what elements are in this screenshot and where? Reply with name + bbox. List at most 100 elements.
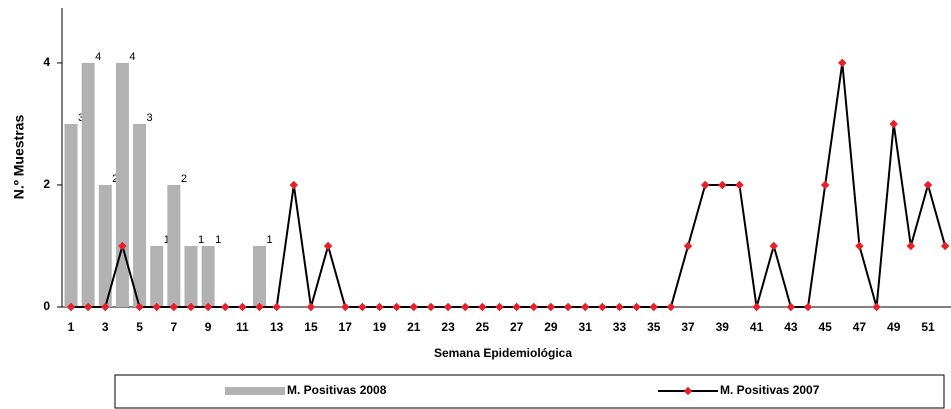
point	[940, 241, 950, 251]
point	[872, 302, 881, 312]
bar	[253, 245, 267, 307]
bar-value-label: 1	[198, 234, 204, 246]
x-tick-label: 43	[784, 320, 798, 334]
x-tick-label: 21	[407, 320, 421, 334]
bar-value-label: 3	[78, 112, 84, 124]
point	[443, 302, 453, 312]
x-tick-label: 27	[510, 320, 524, 334]
legend-label: M. Positivas 2008	[287, 383, 387, 397]
point	[135, 302, 144, 312]
bar-value-label: 4	[95, 51, 101, 63]
point	[118, 241, 127, 251]
point	[66, 302, 76, 312]
point	[786, 302, 796, 312]
x-tick-label: 15	[304, 320, 318, 334]
bar	[81, 62, 95, 307]
point	[632, 302, 641, 312]
bar-value-label: 4	[129, 51, 135, 63]
bar-value-label: 1	[267, 234, 273, 246]
point	[186, 302, 196, 312]
x-tick-label: 11	[236, 320, 249, 334]
point	[580, 302, 590, 312]
x-tick-label: 37	[681, 320, 695, 334]
x-tick-label: 41	[750, 320, 764, 334]
point	[306, 302, 316, 312]
point	[255, 302, 264, 312]
point	[101, 302, 110, 312]
point	[392, 302, 401, 312]
x-tick-label: 9	[205, 320, 212, 334]
x-tick-label: 47	[853, 320, 867, 334]
point	[923, 180, 933, 190]
point	[272, 302, 281, 312]
point	[323, 241, 333, 251]
point	[769, 241, 778, 251]
bar-value-label: 2	[181, 173, 187, 185]
point	[460, 302, 470, 312]
x-tick-label: 39	[716, 320, 730, 334]
point	[683, 241, 693, 251]
x-tick-label: 51	[921, 320, 935, 334]
bar-value-label: 2	[112, 173, 118, 185]
bar	[98, 184, 112, 307]
point	[478, 302, 487, 312]
point	[666, 302, 676, 312]
y-tick-label: 2	[43, 177, 50, 191]
point	[855, 241, 864, 251]
point	[889, 119, 898, 129]
point	[718, 180, 727, 190]
x-tick-label: 3	[102, 320, 109, 334]
bar	[115, 62, 129, 307]
bar	[64, 123, 78, 307]
point	[426, 302, 436, 312]
point	[649, 302, 659, 312]
bar	[184, 245, 198, 307]
bar	[133, 123, 147, 307]
point	[546, 302, 556, 312]
x-tick-label: 19	[373, 320, 387, 334]
point	[238, 302, 247, 312]
x-tick-label: 45	[818, 320, 832, 334]
point	[340, 302, 350, 312]
point	[803, 302, 813, 312]
x-tick-label: 5	[136, 320, 143, 334]
point	[152, 302, 161, 312]
point	[615, 302, 624, 312]
point	[169, 302, 179, 312]
y-tick-label: 0	[43, 299, 50, 313]
point	[512, 302, 521, 312]
legend-label: M. Positivas 2007	[720, 383, 820, 397]
bar-value-label: 1	[164, 234, 170, 246]
bar-value-label: 3	[147, 112, 153, 124]
point	[820, 180, 830, 190]
bar	[201, 245, 215, 307]
point	[598, 302, 607, 312]
point	[375, 302, 384, 312]
legend-swatch	[225, 387, 285, 395]
point	[289, 180, 299, 190]
x-tick-label: 23	[441, 320, 455, 334]
point	[735, 180, 744, 190]
x-tick-label: 29	[544, 320, 558, 334]
bar	[167, 184, 181, 307]
x-axis-label: Semana Epidemiológica	[434, 346, 572, 360]
y-tick-label: 4	[43, 55, 50, 69]
point	[906, 241, 916, 251]
bar	[150, 245, 164, 307]
x-tick-label: 7	[170, 320, 177, 334]
x-tick-label: 1	[68, 320, 75, 334]
point	[529, 302, 539, 312]
x-tick-label: 33	[613, 320, 627, 334]
point	[752, 302, 761, 312]
point	[838, 58, 847, 68]
x-tick-label: 35	[647, 320, 661, 334]
point	[495, 302, 504, 312]
point	[221, 302, 230, 312]
point	[83, 302, 93, 312]
x-tick-label: 25	[476, 320, 490, 334]
point	[358, 302, 367, 312]
x-tick-label: 17	[339, 320, 353, 334]
line	[71, 62, 947, 308]
x-tick-label: 49	[887, 320, 901, 334]
